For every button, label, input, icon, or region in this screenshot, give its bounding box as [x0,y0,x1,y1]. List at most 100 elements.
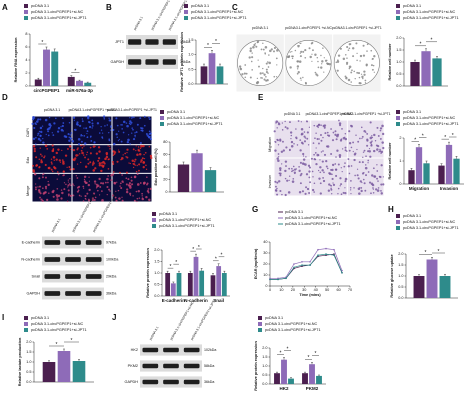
cell [127,178,130,181]
cell [321,60,324,63]
cell [315,132,317,135]
legend-swatch [24,328,28,332]
image-column-label: pcDNA3.1-circPGPEP1 +si-NC [69,108,116,112]
cell [106,185,109,189]
cell [317,66,320,69]
line-point [325,254,327,256]
image-column-label: pcDNA3.1-circPGPEP1 +si-JPT1 [332,26,382,30]
cell [83,134,86,137]
cell [276,157,279,160]
cell [320,139,323,142]
bar [408,170,415,184]
cell [346,45,349,49]
cell [336,69,339,72]
y-axis-label: Relative protein expression [146,248,150,298]
cell [104,181,107,184]
cell [326,134,329,137]
cell [356,174,359,177]
cell [363,70,366,73]
cell [121,174,123,176]
y-tick-label: 6 [25,45,27,49]
dish [237,40,284,86]
cell [249,49,252,53]
blot-row-label: Snail [32,275,41,279]
cell [365,155,367,158]
cell [125,155,127,158]
cell [328,183,331,186]
cell [143,181,146,185]
cell [309,181,312,184]
cell [91,125,94,127]
cell [289,121,291,124]
cell [76,148,79,151]
cell [132,166,135,169]
cell [51,144,54,147]
cell [360,126,363,129]
cell [320,124,322,127]
panel-label: H [388,205,394,214]
cell [46,198,49,201]
blot-band [163,347,179,353]
cell [348,142,352,145]
cell [136,153,139,156]
cell [340,167,342,169]
cell [148,145,151,148]
blot-band [162,59,176,65]
cell [143,157,146,160]
cell [341,148,344,150]
line-point [269,277,271,280]
cell [83,154,85,156]
cell [60,126,62,128]
cell [41,155,43,157]
y-tick-label: 0.5 [154,283,159,287]
cell [69,194,73,197]
cell [350,125,354,128]
blot-kda: 100kDa [106,257,118,261]
cell [319,182,322,185]
cell [352,150,354,153]
cell [364,166,368,170]
cell [364,189,367,192]
cell [39,118,42,121]
cell [368,181,372,184]
cell [374,140,377,142]
cell [63,182,66,184]
cell [301,190,305,193]
cell [350,71,353,74]
cell [84,156,87,159]
cell [344,54,347,56]
cell [273,46,277,50]
cell [91,198,94,202]
cell [290,138,292,140]
cell [134,132,136,134]
cell [319,159,321,161]
cell [376,170,379,172]
cell [318,138,320,140]
cell [101,182,105,185]
cell [67,179,69,181]
y-tick-label: 40 [163,165,167,169]
cell [357,72,361,75]
cell [133,199,136,202]
cell [323,171,325,174]
cell [86,151,89,154]
line-series [270,248,343,279]
cell [77,143,81,146]
line-point [325,247,327,250]
cell [370,49,373,52]
cell [93,141,96,144]
cell [284,126,287,129]
cell [135,149,137,152]
cell [68,183,71,185]
cell [377,135,380,137]
cell [361,137,363,140]
cell [358,82,361,85]
y-tick-label: 0.5 [26,370,31,374]
cell [87,183,91,187]
cell [359,60,361,62]
cell [355,42,358,45]
cell [77,137,81,141]
cell [62,174,65,177]
cell [135,170,138,173]
bar [432,58,442,86]
